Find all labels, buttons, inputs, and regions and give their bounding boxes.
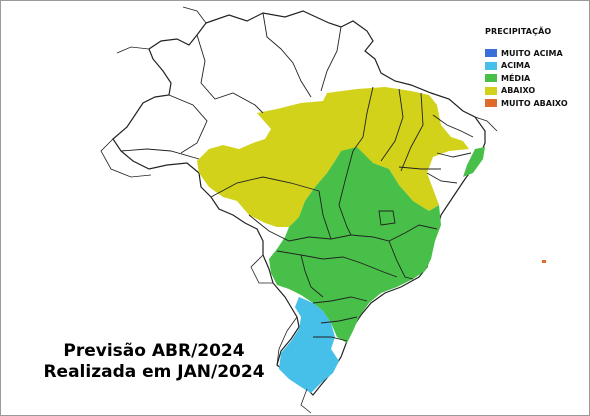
legend-label: MUITO ACIMA <box>501 48 563 58</box>
legend-swatch <box>485 61 497 70</box>
legend-label: MÉDIA <box>501 73 531 83</box>
legend-item-acima: ACIMA <box>485 60 568 73</box>
legend-label: MUITO ABAIXO <box>501 98 568 108</box>
legend-swatch <box>485 86 497 95</box>
legend-label: ABAIXO <box>501 86 536 96</box>
state-borders <box>120 12 474 342</box>
legend-swatch <box>485 74 497 83</box>
region-acima <box>279 297 339 393</box>
legend-swatch <box>485 99 497 108</box>
map-marker <box>542 260 546 263</box>
legend-swatch <box>485 49 497 58</box>
international-borders <box>100 6 498 414</box>
caption-line-issued: Realizada em JAN/2024 <box>43 362 265 382</box>
legend-item-muito-acima: MUITO ACIMA <box>485 47 568 60</box>
legend-item-abaixo: ABAIXO <box>485 85 568 98</box>
region-media <box>269 147 441 343</box>
precipitation-legend: PRECIPITAÇÃO MUITO ACIMA ACIMA MÉDIA ABA… <box>485 27 568 110</box>
legend-label: ACIMA <box>501 61 531 71</box>
legend-item-muito-abaixo: MUITO ABAIXO <box>485 97 568 110</box>
legend-item-media: MÉDIA <box>485 72 568 85</box>
forecast-caption: Previsão ABR/2024 Realizada em JAN/2024 <box>19 341 289 383</box>
caption-line-forecast: Previsão ABR/2024 <box>63 341 245 361</box>
legend-title: PRECIPITAÇÃO <box>485 27 552 36</box>
region-media-coast <box>463 147 485 177</box>
